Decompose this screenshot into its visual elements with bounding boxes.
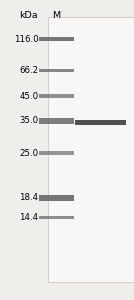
- Bar: [39, 151, 74, 155]
- Bar: [39, 216, 74, 219]
- Text: 18.4: 18.4: [19, 194, 38, 202]
- Text: 116.0: 116.0: [14, 34, 38, 43]
- Bar: [75, 120, 126, 125]
- Text: 35.0: 35.0: [19, 116, 38, 125]
- Text: 66.2: 66.2: [19, 66, 38, 75]
- Bar: [39, 195, 74, 201]
- Bar: [39, 37, 74, 41]
- Text: kDa: kDa: [20, 11, 38, 20]
- Text: 14.4: 14.4: [19, 213, 38, 222]
- Bar: [39, 118, 74, 124]
- Text: M: M: [52, 11, 60, 20]
- Text: 45.0: 45.0: [19, 92, 38, 100]
- Bar: [39, 94, 74, 98]
- Bar: [39, 68, 74, 72]
- Text: 25.0: 25.0: [19, 148, 38, 158]
- Bar: [48, 16, 134, 282]
